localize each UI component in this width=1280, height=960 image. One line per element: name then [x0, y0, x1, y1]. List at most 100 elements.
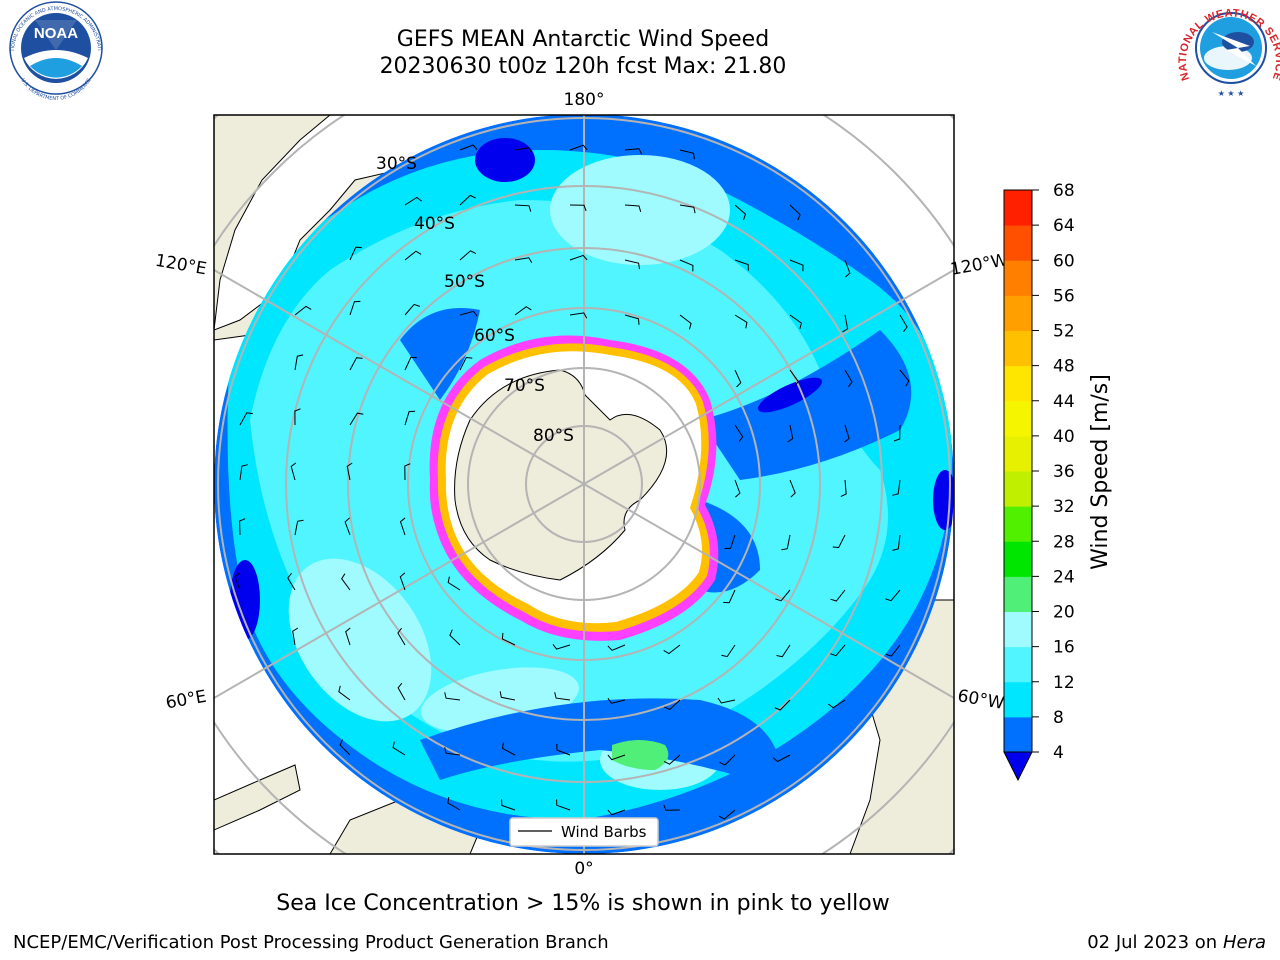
colorbar-swatch: [1004, 646, 1032, 683]
wind-barb: [772, 754, 791, 763]
colorbar-tick-label: 12: [1053, 673, 1075, 693]
wind-barb: [789, 314, 802, 330]
wind-barb: [459, 310, 478, 317]
colorbar-tick-label: 20: [1053, 603, 1075, 623]
colorbar-swatch: [1004, 716, 1032, 753]
wind-barb: [349, 412, 364, 426]
wind-barb: [239, 412, 253, 426]
lat-label-80s: 80°S: [533, 426, 574, 446]
wind-barb: [345, 627, 351, 646]
colorbar-swatch: [1004, 225, 1032, 261]
wind-barb: [444, 692, 461, 701]
wind-barb: [404, 410, 416, 426]
wind-barb: [607, 809, 626, 816]
wind-barb: [842, 314, 849, 333]
colorbar-swatch: [1004, 576, 1032, 612]
map-area: 30°S 40°S 50°S 60°S 70°S 80°S Wind Barbs: [214, 115, 954, 854]
wind-barb: [569, 312, 588, 319]
wind-barb: [346, 462, 353, 481]
colorbar-tick-label: 24: [1053, 567, 1075, 587]
wind-barb: [840, 479, 847, 498]
wind-barb: [789, 369, 799, 387]
wind-barb: [501, 799, 516, 811]
colorbar-tick-label: 60: [1053, 251, 1075, 271]
wind-barb: [664, 699, 681, 711]
wind-barb: [734, 259, 749, 271]
wind-barb: [830, 644, 846, 657]
wind-barb: [734, 369, 742, 388]
wind-barb: [294, 354, 304, 371]
wind-barb: [893, 424, 901, 442]
colorbar-tick-label: 44: [1053, 392, 1075, 412]
wind-barb: [344, 517, 351, 536]
wind-barb: [899, 314, 908, 333]
sea-ice-note: Sea Ice Concentration > 15% is shown in …: [276, 891, 890, 916]
wind-barb: [789, 479, 796, 498]
wind-barb: [392, 741, 406, 756]
svg-text:Wind Barbs: Wind Barbs: [561, 823, 647, 841]
wind-barb: [569, 144, 588, 151]
wind-barb: [341, 573, 351, 591]
colorbar-tick-label: 56: [1053, 286, 1075, 306]
colorbar-tick-label: 52: [1053, 322, 1075, 342]
wind-barb: [844, 369, 853, 388]
wind-barb: [294, 305, 312, 316]
colorbar-swatch: [1004, 611, 1032, 648]
wind-barb: [459, 250, 477, 261]
wind-barb: [734, 424, 744, 442]
colorbar-tick-label: 36: [1053, 462, 1075, 482]
wind-barb: [514, 257, 533, 264]
colorbar-tick-label: 4: [1053, 743, 1064, 763]
chart-subtitle: 20230630 t00z 120h fcst Max: 21.80: [379, 54, 787, 79]
wind-barb: [459, 356, 473, 371]
wind-barb: [399, 517, 406, 536]
wind-barb: [775, 589, 791, 602]
colorbar-underflow: [1003, 751, 1033, 782]
wind-barbs: [234, 144, 910, 820]
wind-barb: [294, 408, 301, 426]
wind-barb: [287, 572, 296, 591]
lon-label-0: 0°: [574, 859, 593, 879]
wind-barb: [776, 644, 791, 658]
wind-barb: [844, 259, 851, 278]
colorbar-swatch: [1004, 541, 1032, 577]
wind-barb: [449, 629, 461, 646]
wind-barb: [717, 697, 736, 704]
wind-barb: [832, 534, 846, 549]
wind-barb: [734, 204, 747, 221]
chart-title: GEFS MEAN Antarctic Wind Speed: [396, 27, 770, 52]
colorbar-swatch: [1004, 400, 1032, 437]
colorbar-tick-label: 68: [1053, 181, 1075, 201]
wind-barb: [724, 534, 736, 550]
lon-label-180: 180°: [564, 90, 605, 110]
wind-barb: [294, 519, 304, 536]
wind-barb: [679, 204, 696, 214]
wind-barb: [624, 314, 640, 325]
colorbar-swatch: [1004, 681, 1032, 718]
wind-barb: [502, 742, 516, 756]
colorbar-swatch: [1004, 260, 1032, 296]
wind-barb: [679, 149, 695, 160]
lat-label-50s: 50°S: [444, 272, 485, 292]
wind-barb: [892, 479, 901, 496]
wind-barb: [338, 685, 351, 701]
colorbar-swatch: [1004, 295, 1032, 331]
wind-barb: [447, 797, 461, 811]
wind-barb: [404, 196, 422, 206]
wind-barb: [404, 250, 422, 261]
wind-barb: [514, 204, 532, 212]
wind-barb: [404, 303, 420, 316]
lat-label-30s: 30°S: [376, 154, 417, 174]
wind-barb: [397, 627, 406, 646]
lon-label-60w: 60°W: [956, 686, 1006, 714]
wind-barb: [789, 259, 804, 272]
credit-text: NCEP/EMC/Verification Post Processing Pr…: [13, 932, 609, 953]
wind-barb: [844, 424, 850, 443]
wind-barb: [663, 804, 681, 811]
colorbar-swatch: [1004, 435, 1032, 472]
wind-barb: [339, 739, 351, 756]
colorbar-swatch: [1004, 471, 1032, 507]
wind-barb: [663, 644, 681, 655]
wind-barb: [569, 254, 588, 261]
